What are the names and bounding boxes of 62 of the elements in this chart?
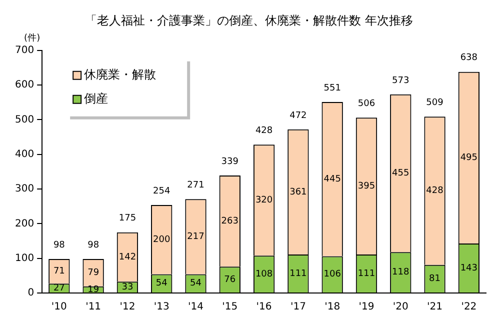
data-label: 445 — [324, 174, 341, 184]
data-label: 111 — [290, 268, 307, 279]
total-label: 472 — [290, 110, 307, 121]
total-label: 339 — [221, 156, 239, 167]
x-tick-label: '10 — [51, 302, 67, 313]
x-tick-label: '21 — [427, 302, 443, 313]
data-label: 263 — [221, 216, 238, 226]
data-label: 455 — [392, 168, 410, 179]
data-label: 79 — [88, 268, 100, 278]
x-tick-label: '12 — [120, 302, 136, 313]
y-axis-title: (件) — [24, 32, 40, 44]
data-label: 395 — [358, 181, 376, 192]
x-tick-label: '14 — [188, 302, 204, 313]
y-tick-label: 100 — [14, 252, 34, 264]
data-label: 320 — [255, 195, 273, 206]
x-tick-label: '20 — [392, 302, 408, 313]
y-tick-label: 500 — [14, 114, 34, 126]
x-tick-label: '22 — [461, 302, 477, 313]
data-label: 495 — [460, 153, 478, 164]
data-label: 54 — [190, 278, 202, 289]
total-label: 509 — [426, 98, 444, 108]
data-label: 111 — [358, 268, 376, 279]
y-tick-label: 300 — [14, 184, 34, 195]
x-tick-label: '15 — [222, 302, 238, 313]
data-label: 33 — [122, 282, 134, 292]
x-tick-label: '19 — [358, 302, 374, 313]
data-label: 71 — [53, 266, 65, 277]
total-label: 638 — [460, 53, 478, 64]
data-label: 428 — [426, 186, 444, 196]
total-label: 506 — [358, 98, 376, 109]
y-tick-label: 200 — [14, 218, 34, 230]
y-tick-label: 0 — [28, 288, 34, 299]
data-label: 217 — [187, 232, 204, 242]
y-tick-label: 700 — [14, 44, 34, 56]
data-label: 106 — [324, 270, 342, 280]
total-label: 98 — [53, 240, 66, 250]
total-label: 254 — [153, 186, 170, 196]
chart-title: 「老人福祉・介護事業」の倒産、休廃業・解散件数 年次推移 — [85, 13, 413, 28]
legend-label: 倒産 — [84, 92, 108, 106]
data-label: 143 — [460, 263, 478, 274]
x-tick-label: '18 — [324, 302, 340, 313]
data-label: 142 — [118, 252, 136, 262]
x-tick-label: '11 — [86, 302, 102, 313]
data-label: 81 — [429, 274, 441, 284]
x-tick-label: '16 — [256, 302, 272, 313]
total-label: 428 — [255, 126, 273, 136]
total-label: 271 — [187, 180, 204, 190]
data-label: 76 — [224, 274, 236, 285]
x-tick-label: '13 — [154, 302, 170, 313]
total-label: 98 — [88, 240, 100, 250]
x-tick-label: '17 — [290, 302, 306, 313]
total-label: 573 — [392, 76, 410, 86]
data-label: 108 — [255, 269, 273, 280]
y-tick-label: 600 — [14, 80, 34, 91]
y-tick-label: 400 — [14, 148, 34, 160]
total-label: 175 — [118, 214, 136, 224]
data-label: 200 — [153, 234, 170, 245]
data-label: 54 — [156, 278, 168, 289]
data-label: 361 — [290, 187, 307, 198]
legend-label: 休廃業・解散 — [84, 68, 156, 82]
data-label: 118 — [392, 268, 410, 278]
total-label: 551 — [324, 83, 341, 94]
